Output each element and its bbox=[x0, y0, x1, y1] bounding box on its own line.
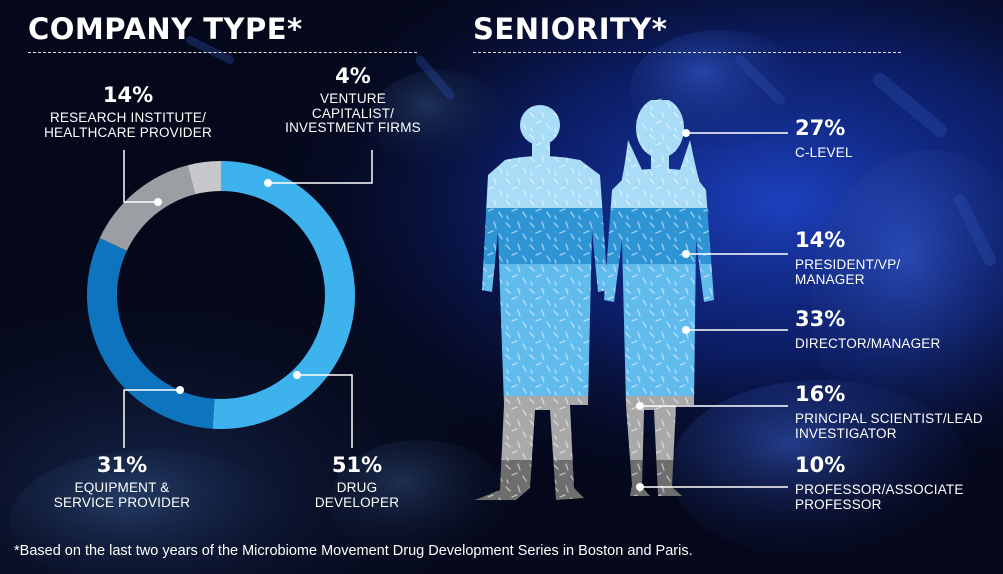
seniority-dot-president bbox=[682, 250, 690, 258]
company-label-equipment: 31% EQUIPMENT & SERVICE PROVIDER bbox=[54, 455, 191, 510]
seniority-text-clevel-1: C-LEVEL bbox=[795, 145, 853, 160]
company-pct-drug: 51% bbox=[331, 453, 383, 477]
company-type-title: COMPANY TYPE* bbox=[28, 12, 303, 46]
seniority-pct-principal: 16% bbox=[795, 382, 846, 406]
company-text-venture-2: CAPITALIST/ bbox=[311, 105, 395, 121]
seniority-text-professor-2: PROFESSOR bbox=[795, 496, 882, 512]
donut-leader-drug bbox=[297, 374, 353, 448]
company-text-venture-3: INVESTMENT FIRMS bbox=[285, 120, 421, 136]
seniority-pct-professor: 10% bbox=[795, 453, 846, 477]
company-label-research: 14% RESEARCH INSTITUTE/ HEALTHCARE PROVI… bbox=[44, 85, 212, 140]
seniority-pct-president: 14% bbox=[795, 228, 846, 252]
company-pct-research: 14% bbox=[102, 83, 154, 107]
company-label-venture: 4% VENTURE CAPITALIST/ INVESTMENT FIRMS bbox=[285, 66, 421, 136]
donut-leader-venture bbox=[268, 150, 373, 184]
donut-dot-drug bbox=[293, 371, 301, 379]
donut-slice-equipment bbox=[86, 237, 215, 429]
seniority-text-president-2: MANAGER bbox=[795, 271, 865, 287]
donut-leader-research bbox=[123, 150, 158, 203]
seniority-label-professor: 10% PROFESSOR/ASSOCIATE PROFESSOR bbox=[795, 455, 964, 512]
company-text-equipment-1: EQUIPMENT & bbox=[74, 480, 170, 495]
company-text-venture-1: VENTURE bbox=[320, 91, 386, 106]
seniority-text-professor-1: PROFESSOR/ASSOCIATE bbox=[795, 482, 964, 497]
seniority-text-principal-2: INVESTIGATOR bbox=[795, 425, 897, 441]
seniority-dot-professor bbox=[636, 483, 644, 491]
company-title-divider bbox=[28, 52, 417, 53]
seniority-dot-clevel bbox=[682, 129, 690, 137]
donut-slice-research bbox=[99, 165, 196, 251]
seniority-text-director-1: DIRECTOR/MANAGER bbox=[795, 336, 941, 351]
company-text-research-2: HEALTHCARE PROVIDER bbox=[44, 124, 212, 140]
seniority-text-president-1: PRESIDENT/VP/ bbox=[795, 257, 901, 272]
company-pct-equipment: 31% bbox=[96, 453, 148, 477]
company-label-drug: 51% DRUG DEVELOPER bbox=[315, 455, 399, 510]
seniority-pct-director: 33% bbox=[795, 307, 846, 331]
seniority-dot-principal bbox=[636, 402, 644, 410]
seniority-text-principal-1: PRINCIPAL SCIENTIST/LEAD bbox=[795, 411, 983, 426]
seniority-label-principal: 16% PRINCIPAL SCIENTIST/LEAD INVESTIGATO… bbox=[795, 384, 983, 441]
seniority-dot-director bbox=[682, 326, 690, 334]
donut-dot-research bbox=[154, 198, 162, 206]
company-text-research-1: RESEARCH INSTITUTE/ bbox=[49, 110, 207, 125]
company-text-drug-2: DEVELOPER bbox=[314, 494, 400, 510]
company-text-equipment-2: SERVICE PROVIDER bbox=[53, 494, 191, 510]
seniority-pct-clevel: 27% bbox=[795, 116, 846, 140]
seniority-label-clevel: 27% C-LEVEL bbox=[795, 118, 853, 161]
seniority-label-director: 33% DIRECTOR/MANAGER bbox=[795, 309, 940, 352]
company-text-drug-1: DRUG bbox=[336, 480, 378, 495]
donut-slice-drug bbox=[212, 161, 355, 429]
donut-dot-venture bbox=[264, 179, 272, 187]
seniority-title: SENIORITY* bbox=[473, 12, 668, 46]
seniority-title-divider bbox=[473, 52, 901, 53]
seniority-label-president: 14% PRESIDENT/VP/ MANAGER bbox=[795, 230, 900, 287]
donut-slice-venture bbox=[187, 161, 221, 195]
donut-leader-equipment bbox=[123, 389, 180, 448]
footnote: *Based on the last two years of the Micr… bbox=[14, 543, 693, 559]
donut-dot-equipment bbox=[176, 386, 184, 394]
company-pct-venture: 4% bbox=[335, 64, 371, 88]
